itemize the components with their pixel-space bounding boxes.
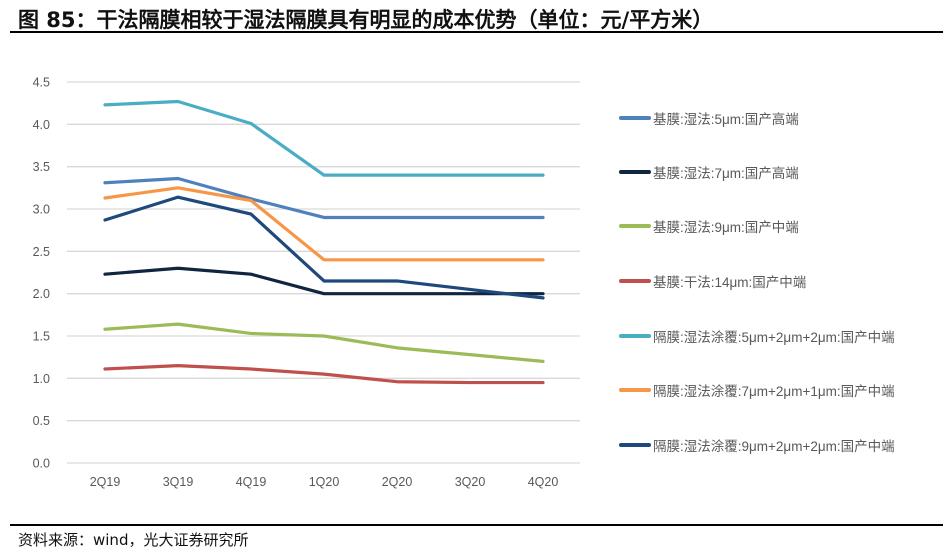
y-tick-label: 0.0 [33, 457, 50, 471]
x-tick-label: 3Q19 [163, 475, 194, 489]
legend-label: 基膜:湿法:9μm:国产中端 [653, 220, 799, 235]
x-axis-ticks: 2Q19 3Q19 4Q19 1Q20 2Q20 3Q20 4Q20 [90, 475, 559, 489]
x-tick-label: 4Q19 [236, 475, 267, 489]
y-tick-label: 1.5 [33, 330, 50, 344]
legend-swatch [619, 388, 651, 392]
series-4 [103, 99, 545, 177]
series-1 [103, 266, 545, 296]
source-note: 资料来源：wind，光大证券研究所 [18, 531, 249, 549]
legend-swatch [619, 334, 651, 338]
legend-item: 基膜:干法:14μm:国产中端 [619, 271, 806, 291]
legend-swatch [619, 443, 651, 447]
source-divider [10, 524, 943, 526]
x-tick-label: 2Q19 [90, 475, 121, 489]
legend-label: 隔膜:湿法涂覆:5μm+2μm+2μm:国产中端 [653, 330, 895, 345]
y-tick-label: 3.5 [33, 160, 50, 174]
x-tick-label: 1Q20 [309, 475, 340, 489]
y-tick-label: 0.5 [33, 414, 50, 428]
legend-item: 隔膜:湿法涂覆:9μm+2μm+2μm:国产中端 [619, 435, 895, 455]
legend-label: 基膜:湿法:5μm:国产高端 [653, 112, 799, 127]
legend-label: 隔膜:湿法涂覆:9μm+2μm+2μm:国产中端 [653, 439, 895, 454]
legend-swatch [619, 224, 651, 228]
y-tick-label: 3.0 [33, 203, 50, 217]
series-5 [103, 186, 545, 262]
series-3 [103, 364, 545, 385]
chart-title: 图 85：干法隔膜相较于湿法隔膜具有明显的成本优势（单位：元/平方米） [18, 8, 714, 32]
series-line [103, 195, 545, 300]
y-tick-label: 4.5 [33, 76, 50, 90]
series-line [103, 99, 545, 177]
y-tick-label: 4.0 [33, 118, 50, 132]
x-tick-label: 2Q20 [382, 475, 413, 489]
legend-swatch [619, 116, 651, 120]
y-tick-label: 1.0 [33, 372, 50, 386]
y-axis-ticks: 0.0 0.5 1.0 1.5 2.0 2.5 3.0 3.5 4.0 4.5 [33, 76, 50, 471]
legend-item: 基膜:湿法:5μm:国产高端 [619, 108, 799, 128]
legend-item: 基膜:湿法:7μm:国产高端 [619, 162, 799, 182]
series-6 [103, 195, 545, 300]
legend-item: 隔膜:湿法涂覆:7μm+2μm+1μm:国产中端 [619, 380, 895, 400]
legend-item: 基膜:湿法:9μm:国产中端 [619, 216, 799, 236]
legend-label: 隔膜:湿法涂覆:7μm+2μm+1μm:国产中端 [653, 384, 895, 399]
legend-item: 隔膜:湿法涂覆:5μm+2μm+2μm:国产中端 [619, 326, 895, 346]
x-tick-label: 4Q20 [528, 475, 559, 489]
title-divider [10, 31, 943, 33]
gridlines [67, 81, 580, 464]
legend-label: 基膜:干法:14μm:国产中端 [653, 275, 807, 290]
y-tick-label: 2.5 [33, 245, 50, 259]
line-chart: 0.0 0.5 1.0 1.5 2.0 2.5 3.0 3.5 4.0 4.5 2Q19 3Q19 4… [33, 76, 580, 489]
series-2 [103, 322, 545, 363]
legend-swatch [619, 170, 651, 174]
legend-swatch [619, 279, 651, 283]
legend-label: 基膜:湿法:7μm:国产高端 [653, 166, 799, 181]
series-line [103, 322, 545, 363]
series-0 [103, 176, 545, 220]
series-lines [103, 99, 545, 385]
x-tick-label: 3Q20 [455, 475, 486, 489]
y-tick-label: 2.0 [33, 287, 50, 301]
